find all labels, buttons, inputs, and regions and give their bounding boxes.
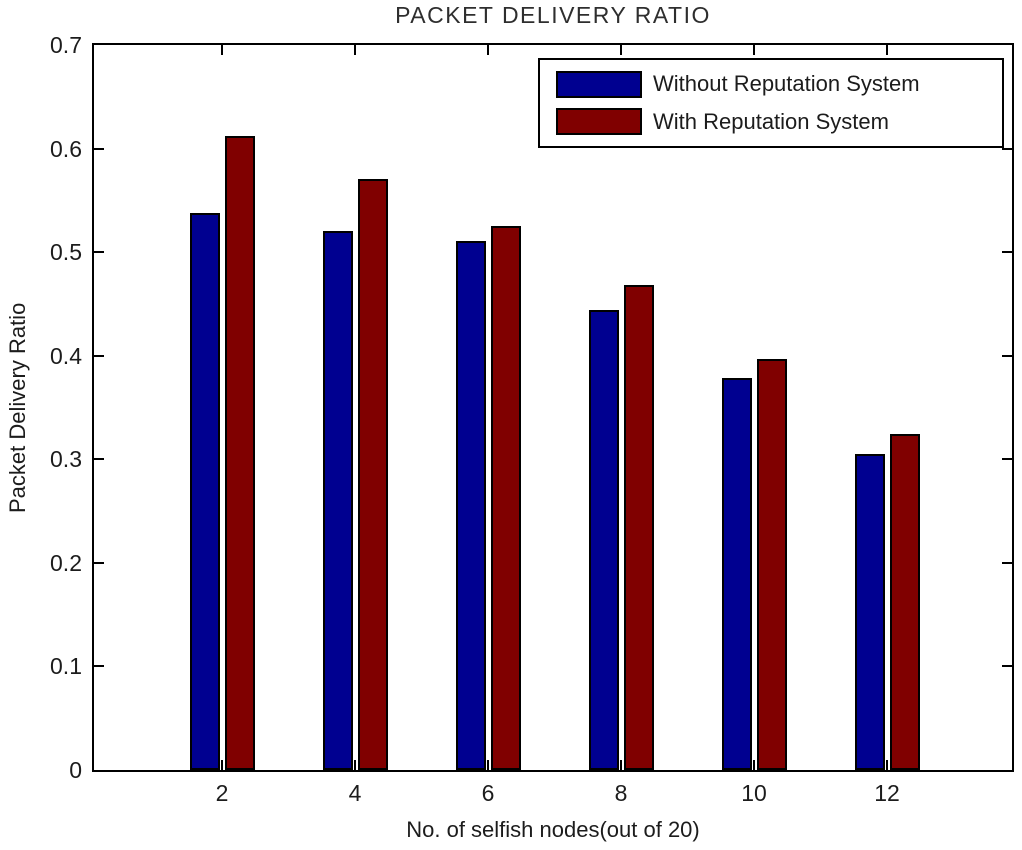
bar-without-reputation-x12 — [855, 454, 885, 770]
x-tick-mark — [620, 45, 622, 55]
bar-with-reputation-x6 — [491, 226, 521, 770]
y-tick-mark — [1002, 148, 1012, 150]
x-tick-mark — [221, 760, 223, 770]
legend: Without Reputation System With Reputatio… — [538, 58, 1004, 148]
y-tick-label: 0.4 — [50, 343, 82, 369]
x-tick-mark — [354, 760, 356, 770]
bar-with-reputation-x4 — [358, 179, 388, 770]
x-tick-mark — [886, 45, 888, 55]
legend-label: With Reputation System — [653, 108, 889, 134]
bar-without-reputation-x6 — [456, 241, 486, 770]
x-tick-label: 8 — [614, 780, 628, 806]
y-tick-label: 0.5 — [50, 239, 82, 265]
y-tick-mark — [94, 458, 104, 460]
y-tick-label: 0.7 — [50, 32, 82, 58]
legend-swatch-without-reputation — [556, 70, 642, 98]
y-tick-mark — [1002, 458, 1012, 460]
bar-without-reputation-x10 — [722, 378, 752, 770]
y-tick-label: 0.2 — [50, 550, 82, 576]
y-tick-mark — [94, 148, 104, 150]
bar-with-reputation-x2 — [225, 136, 255, 770]
y-tick-label: 0.6 — [50, 136, 82, 162]
x-tick-mark — [753, 45, 755, 55]
y-tick-label: 0.3 — [50, 446, 82, 472]
x-tick-label: 12 — [874, 780, 900, 806]
y-tick-mark — [94, 665, 104, 667]
bar-with-reputation-x8 — [624, 285, 654, 770]
x-tick-label: 4 — [348, 780, 362, 806]
legend-swatch-with-reputation — [556, 108, 642, 136]
bar-without-reputation-x8 — [589, 310, 619, 770]
y-tick-mark — [1002, 562, 1012, 564]
x-tick-mark — [487, 45, 489, 55]
y-tick-mark — [1002, 355, 1012, 357]
y-tick-mark — [94, 562, 104, 564]
x-tick-label: 2 — [215, 780, 229, 806]
y-tick-label: 0 — [69, 757, 82, 783]
plot-area — [92, 43, 1014, 772]
x-tick-label: 10 — [741, 780, 767, 806]
y-tick-label: 0.1 — [50, 653, 82, 679]
x-tick-label: 6 — [481, 780, 495, 806]
x-tick-mark — [221, 45, 223, 55]
bar-with-reputation-x10 — [757, 359, 787, 770]
bar-without-reputation-x4 — [323, 231, 353, 770]
legend-label: Without Reputation System — [653, 71, 920, 97]
x-tick-mark — [620, 760, 622, 770]
bar-with-reputation-x12 — [890, 434, 920, 770]
x-tick-mark — [886, 760, 888, 770]
chart-title: PACKET DELIVERY RATIO — [395, 2, 711, 28]
x-axis-label: No. of selfish nodes(out of 20) — [406, 817, 700, 842]
y-tick-mark — [1002, 251, 1012, 253]
x-tick-mark — [487, 760, 489, 770]
x-tick-mark — [753, 760, 755, 770]
y-tick-mark — [94, 355, 104, 357]
y-tick-mark — [1002, 665, 1012, 667]
legend-entry-without-reputation: Without Reputation System — [556, 70, 1002, 98]
legend-entry-with-reputation: With Reputation System — [556, 108, 1002, 136]
x-tick-mark — [354, 45, 356, 55]
y-tick-mark — [94, 251, 104, 253]
bar-without-reputation-x2 — [190, 213, 220, 770]
